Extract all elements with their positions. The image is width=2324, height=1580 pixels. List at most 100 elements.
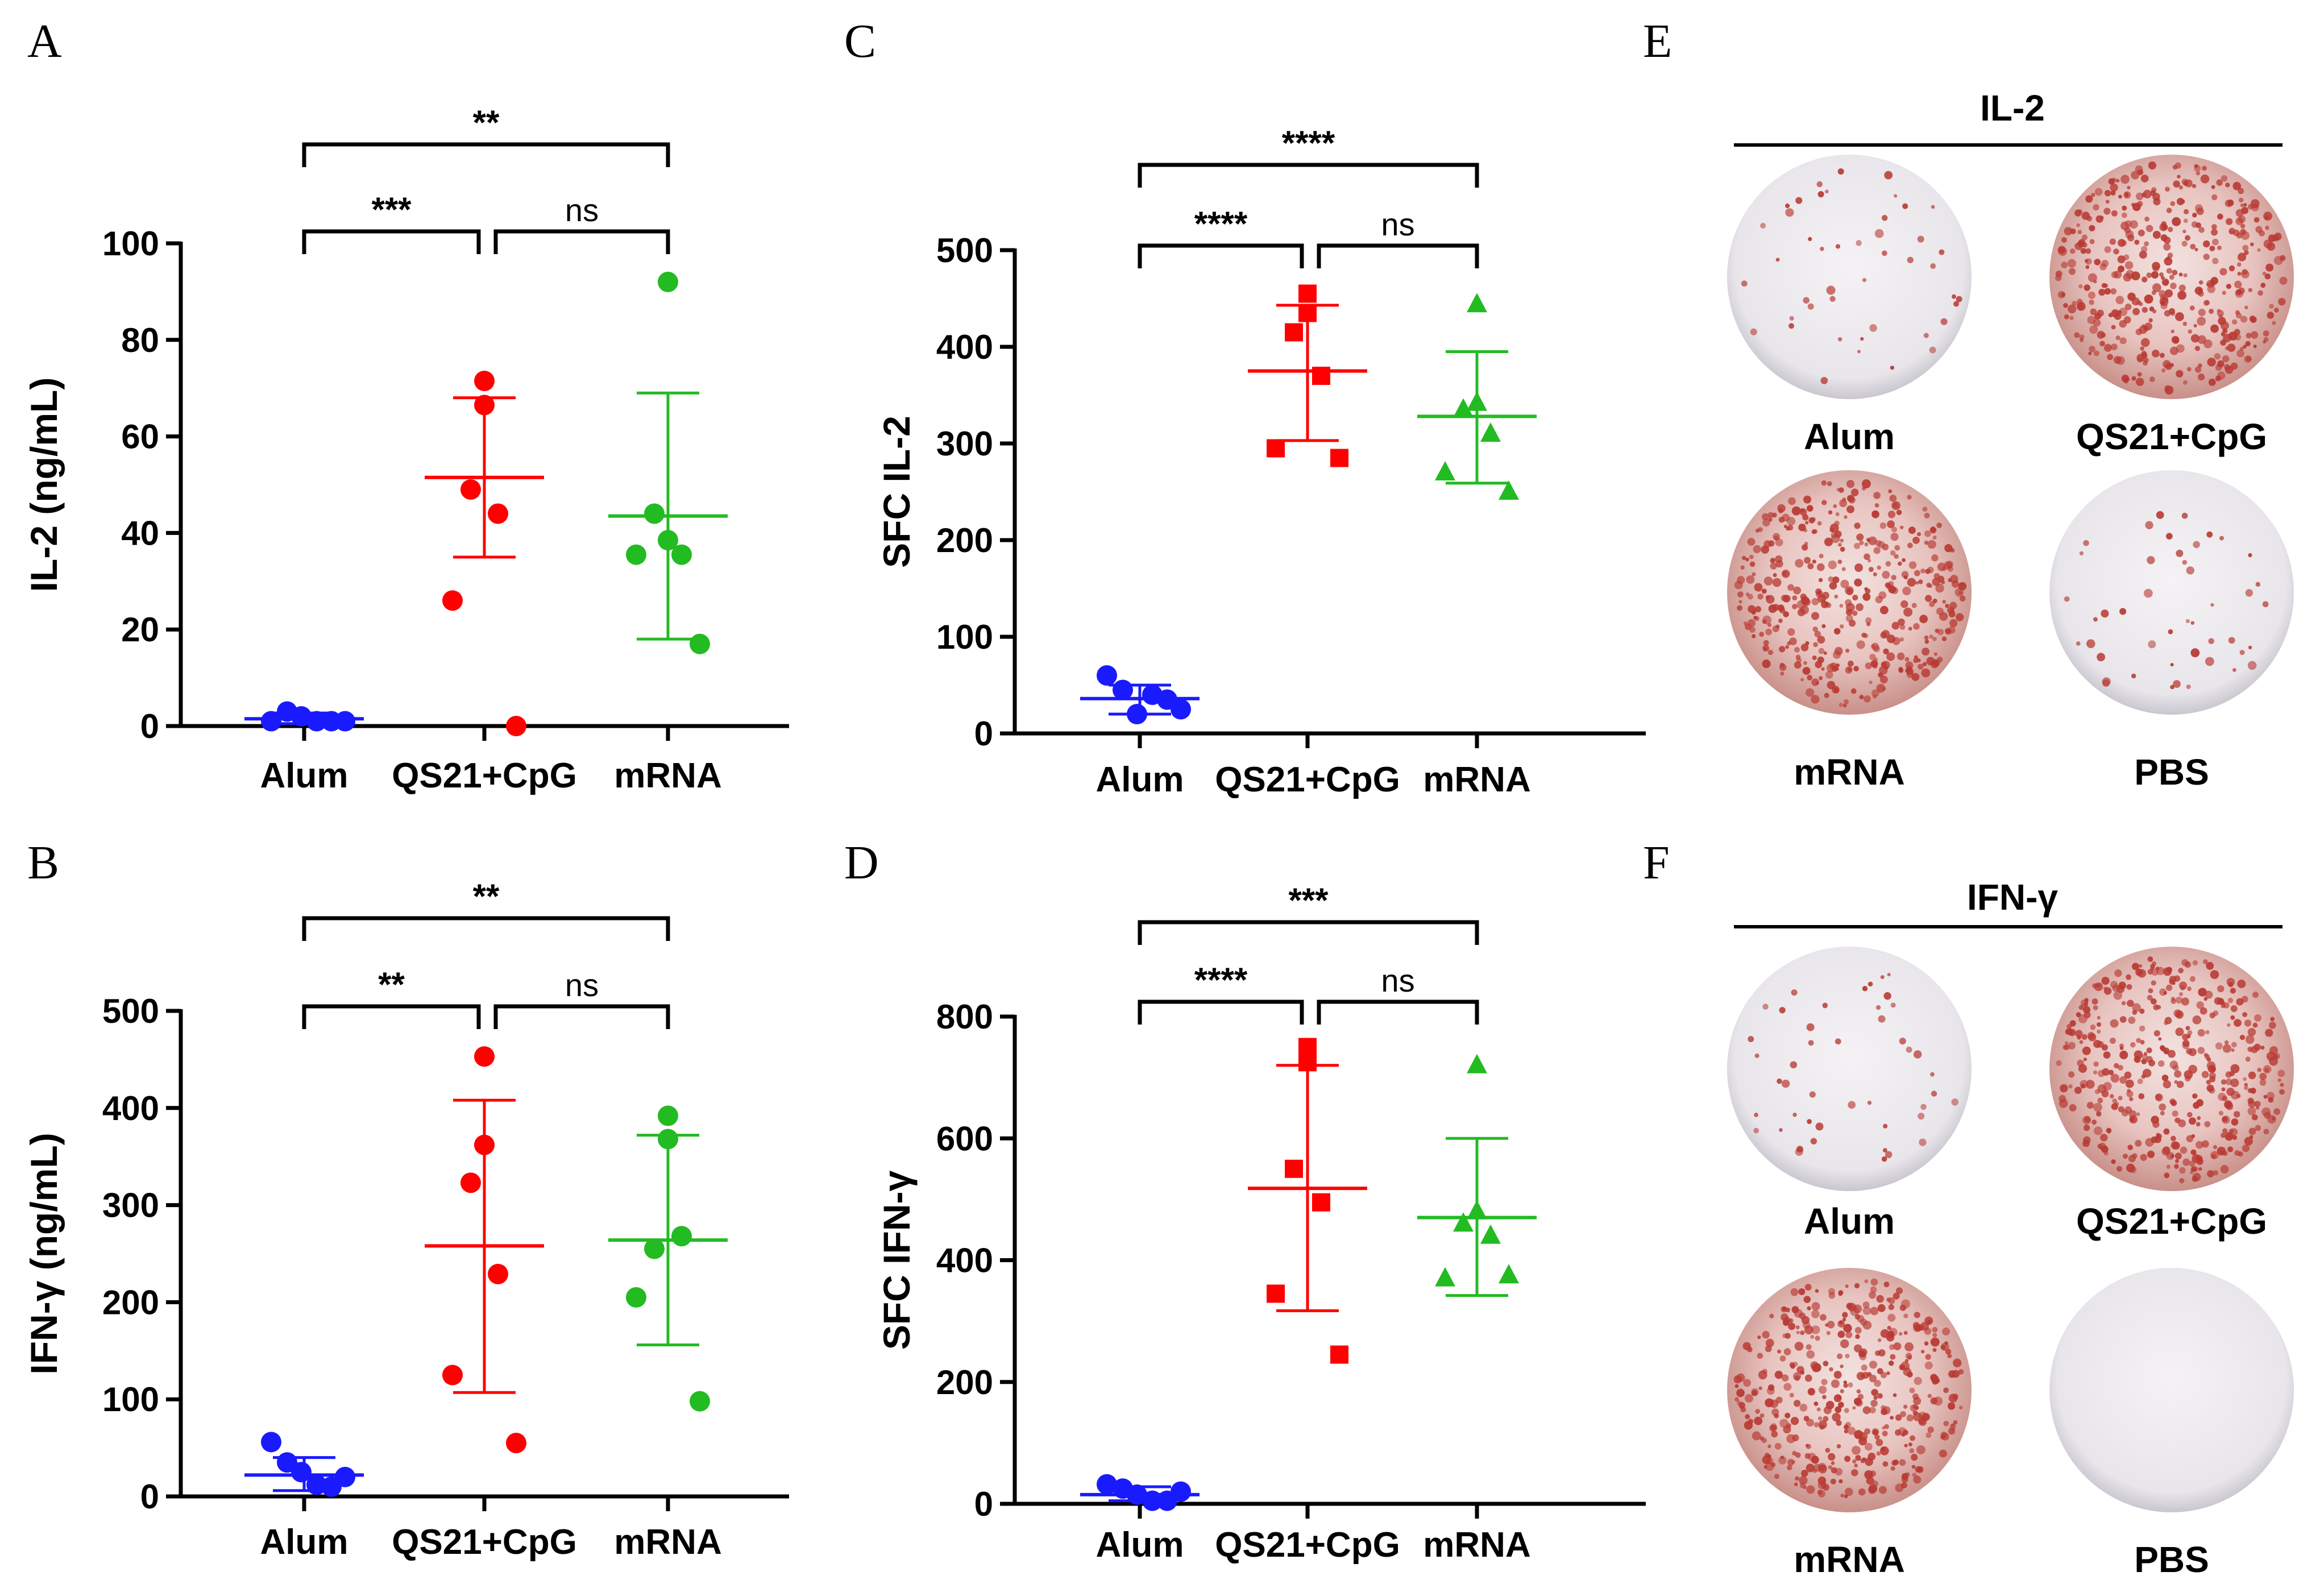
spot (1777, 1349, 1782, 1354)
spot (1924, 635, 1929, 640)
spot (1894, 545, 1900, 551)
y-tick-label: 400 (936, 1242, 993, 1280)
data-point (1467, 293, 1487, 313)
spot (1873, 491, 1881, 499)
spot (1783, 1348, 1791, 1356)
spot (1767, 623, 1772, 627)
spot (2244, 1083, 2248, 1086)
spot (1943, 1387, 1949, 1394)
spot (2131, 297, 2140, 306)
spot (2270, 1017, 2275, 1022)
spot (2210, 970, 2219, 979)
spot (2235, 289, 2244, 298)
spot (2244, 250, 2249, 255)
spot (1777, 1078, 1782, 1084)
spot (2159, 290, 2166, 297)
spot (2056, 1060, 2062, 1066)
spot (1821, 500, 1827, 505)
spot (1856, 1371, 1865, 1380)
spot (1762, 1330, 1770, 1339)
spot (1880, 975, 1885, 980)
spot (2248, 288, 2252, 292)
spot (1881, 215, 1888, 221)
spot (2085, 258, 2092, 265)
spot (1915, 1405, 1919, 1410)
spot (1877, 1338, 1882, 1342)
spot (1765, 1338, 1774, 1347)
spot (1918, 1113, 1925, 1120)
spot (1806, 1344, 1812, 1350)
spot (1813, 1401, 1819, 1406)
spot (2063, 302, 2068, 308)
spot (1790, 1288, 1799, 1296)
spot (1736, 1388, 1745, 1397)
spot (1770, 1423, 1777, 1430)
spot (1844, 1408, 1849, 1413)
spot (2248, 645, 2252, 650)
spot (2236, 262, 2242, 267)
spot (2136, 1112, 2140, 1117)
spot (1930, 526, 1936, 532)
spot (1745, 557, 1749, 562)
spot (1821, 480, 1827, 486)
spot (2091, 998, 2098, 1005)
spot (2061, 292, 2066, 297)
spot (2182, 1034, 2189, 1040)
spot (1754, 1416, 1763, 1425)
data-point (690, 1391, 710, 1412)
spot (1895, 1483, 1904, 1492)
data-point (474, 1046, 495, 1067)
spot (1866, 622, 1871, 627)
spot (2097, 1029, 2101, 1034)
y-tick-label: 400 (936, 328, 993, 366)
data-point (1298, 284, 1317, 303)
spot (2211, 185, 2215, 189)
spot (2189, 976, 2196, 982)
data-point (1499, 480, 1519, 500)
spot (1953, 1358, 1962, 1367)
spot (1831, 666, 1838, 672)
spot (1816, 563, 1825, 571)
spot (1924, 1328, 1932, 1335)
data-point (644, 503, 665, 524)
spot (1930, 263, 1936, 269)
spot (1831, 1379, 1840, 1388)
spot (1777, 504, 1786, 513)
spot (1737, 576, 1745, 584)
spot (1893, 1393, 1897, 1397)
spot (1757, 593, 1764, 600)
spot (1765, 1398, 1774, 1408)
spot (2200, 1007, 2207, 1015)
spot (2173, 180, 2180, 188)
spot (2116, 1166, 2122, 1172)
spot (1905, 661, 1914, 670)
spot (1751, 609, 1756, 615)
spot (1825, 670, 1833, 679)
data-point (1467, 1054, 1487, 1073)
spot (2094, 259, 2101, 266)
spot (1738, 1402, 1745, 1409)
spot (1755, 606, 1762, 612)
data-point (1097, 665, 1117, 686)
spot (1796, 1330, 1800, 1334)
spot (1925, 1354, 1931, 1360)
spot (2268, 234, 2276, 242)
spot (2247, 1046, 2253, 1052)
spot (2198, 363, 2202, 368)
spot (2088, 291, 2096, 299)
spot (1932, 1326, 1938, 1333)
spot (2174, 1080, 2178, 1084)
spot (1839, 487, 1844, 493)
spot (2064, 1041, 2069, 1045)
spot (2205, 1030, 2210, 1035)
spot (1828, 1292, 1836, 1299)
spot (1828, 576, 1834, 582)
spot (1807, 1388, 1815, 1396)
spot (2099, 263, 2107, 271)
spot (2204, 1121, 2211, 1127)
spot (1949, 619, 1958, 628)
spot (1860, 337, 1864, 341)
spot (1857, 350, 1861, 354)
spot (1930, 1337, 1940, 1347)
